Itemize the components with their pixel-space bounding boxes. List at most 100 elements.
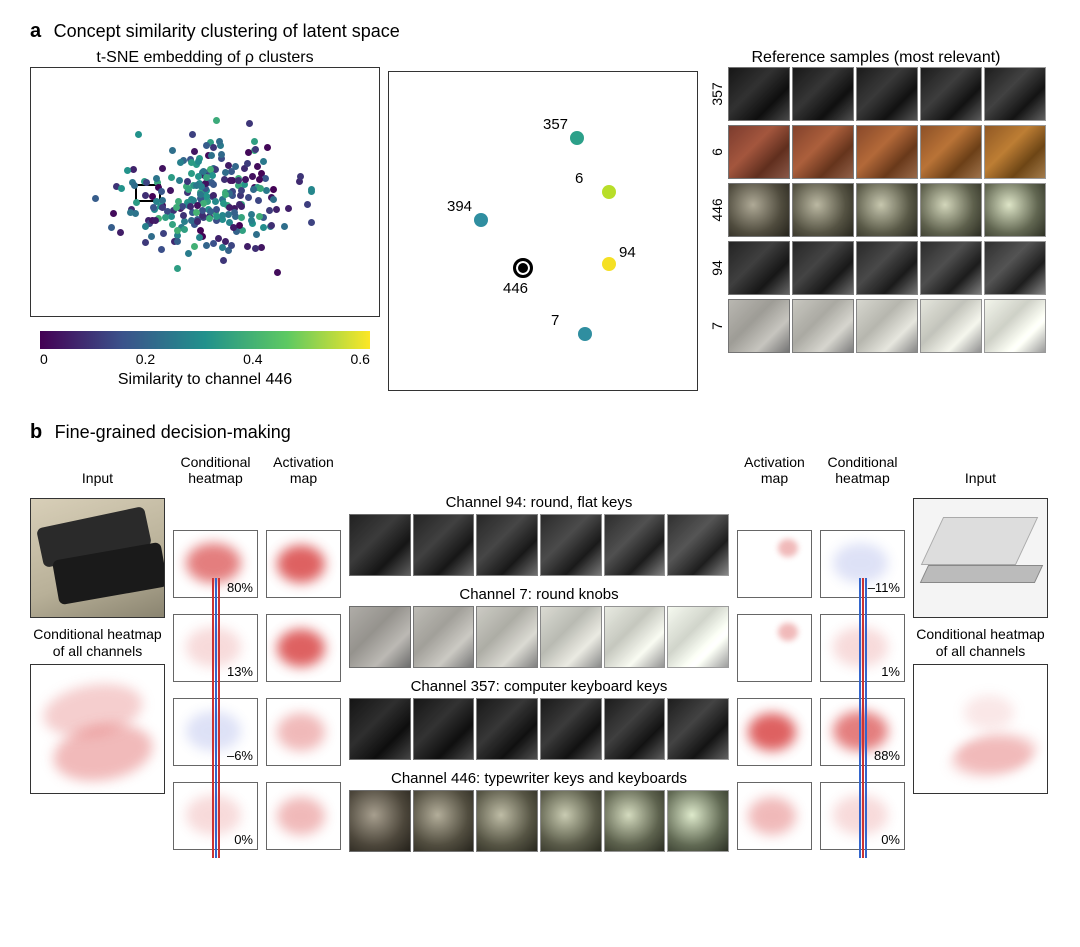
tsne-point	[148, 233, 155, 240]
panel-b-header: b Fine-grained decision-making	[30, 421, 1050, 444]
ref-thumb	[792, 67, 854, 121]
tsne-point	[189, 131, 196, 138]
tsne-point	[213, 117, 220, 124]
tsne-scatter	[30, 67, 380, 317]
percent-label: 0%	[881, 832, 900, 847]
tsne-point	[181, 226, 188, 233]
tsne-point	[176, 177, 183, 184]
tsne-point	[185, 186, 192, 193]
ref-row-94: 94	[706, 241, 1046, 295]
hdr-center	[349, 450, 729, 486]
ref-thumb	[856, 183, 918, 237]
activation-map-box	[266, 698, 341, 766]
tsne-point	[197, 191, 204, 198]
ref-thumb	[920, 299, 982, 353]
ref-thumb	[984, 241, 1046, 295]
panel-b: b Fine-grained decision-making Input Con…	[30, 421, 1050, 862]
channel-thumb	[349, 698, 411, 760]
panel-a: a Concept similarity clustering of laten…	[30, 20, 1050, 391]
channel-thumb	[413, 698, 475, 760]
tsne-point	[208, 152, 215, 159]
channel-title: Channel 94: round, flat keys	[349, 494, 729, 511]
ref-thumb	[920, 125, 982, 179]
connector-line	[218, 578, 220, 858]
tsne-point	[124, 167, 131, 174]
detail-point-394	[474, 213, 488, 227]
tsne-point	[142, 192, 149, 199]
ref-thumbs	[728, 241, 1046, 295]
percent-label: –6%	[227, 748, 253, 763]
tsne-point	[210, 240, 217, 247]
ref-title: Reference samples (most relevant)	[706, 49, 1046, 67]
channel-thumb	[667, 606, 729, 668]
hdr-condheat-left: Conditional heatmap	[173, 450, 258, 486]
detail-label-7: 7	[551, 312, 559, 329]
channel-thumb	[667, 698, 729, 760]
right-allch-label: Conditional heatmap of all channels	[913, 626, 1048, 660]
connector-line	[859, 578, 861, 858]
tsne-point	[133, 199, 140, 206]
colorbar	[40, 331, 370, 349]
detail-point-357	[570, 131, 584, 145]
right-allch-heatmap	[913, 664, 1048, 794]
tsne-point	[244, 243, 251, 250]
channel-thumb	[413, 514, 475, 576]
ref-thumb	[728, 125, 790, 179]
activation-map-box	[266, 782, 341, 850]
left-condheat-stack: 80%13%–6%0%	[173, 498, 258, 850]
tsne-point	[195, 158, 202, 165]
tsne-point	[257, 185, 264, 192]
tsne-point	[92, 195, 99, 202]
ref-thumb	[984, 183, 1046, 237]
connector-line	[215, 578, 217, 858]
hdr-actmap-left: Activation map	[266, 450, 341, 486]
ref-thumb	[920, 67, 982, 121]
percent-label: –11%	[868, 580, 900, 595]
tsne-point	[260, 224, 267, 231]
ref-thumb	[984, 67, 1046, 121]
ref-thumb	[984, 299, 1046, 353]
tsne-point	[253, 231, 260, 238]
tsne-point	[225, 211, 232, 218]
ref-thumb	[856, 125, 918, 179]
activation-map-box	[737, 614, 812, 682]
ref-thumb	[792, 125, 854, 179]
ref-row-357: 357	[706, 67, 1046, 121]
ref-thumb	[728, 241, 790, 295]
detail-point-446	[513, 258, 533, 278]
tsne-point	[162, 214, 169, 221]
tsne-point	[308, 188, 315, 195]
tsne-point	[227, 177, 234, 184]
tsne-point	[246, 120, 253, 127]
tsne-point	[210, 144, 217, 151]
tsne-point	[249, 173, 256, 180]
colorbar-tick: 0.2	[136, 351, 155, 367]
left-actmap-stack	[266, 498, 341, 850]
tsne-point	[169, 147, 176, 154]
tsne-point	[142, 239, 149, 246]
ref-thumb	[792, 241, 854, 295]
tsne-point	[180, 212, 187, 219]
ref-thumb	[792, 183, 854, 237]
tsne-point	[130, 166, 137, 173]
tsne-point	[195, 173, 202, 180]
tsne-point	[185, 250, 192, 257]
tsne-point	[135, 131, 142, 138]
channel-thumb	[540, 606, 602, 668]
channel-thumb	[476, 514, 538, 576]
tsne-point	[117, 229, 124, 236]
tsne-point	[108, 224, 115, 231]
tsne-point	[238, 187, 245, 194]
left-allch-heatmap	[30, 664, 165, 794]
channel-thumbs	[349, 606, 729, 668]
ref-thumbs	[728, 125, 1046, 179]
panel-a-header: a Concept similarity clustering of laten…	[30, 20, 1050, 43]
tsne-point	[194, 202, 201, 209]
tsne-point	[219, 244, 226, 251]
ref-thumb	[920, 241, 982, 295]
channel-thumb	[413, 790, 475, 852]
tsne-point	[308, 219, 315, 226]
ref-thumb	[920, 183, 982, 237]
channel-thumb	[413, 606, 475, 668]
tsne-point	[152, 217, 159, 224]
